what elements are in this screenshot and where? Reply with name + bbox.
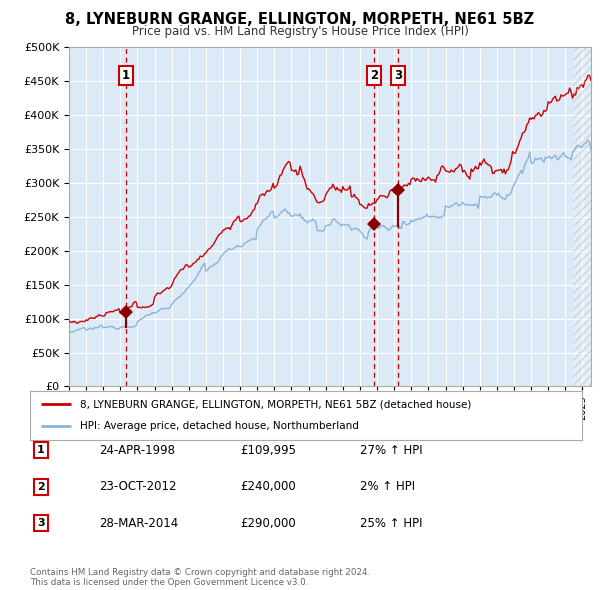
Text: 2: 2 <box>37 482 44 491</box>
Text: HPI: Average price, detached house, Northumberland: HPI: Average price, detached house, Nort… <box>80 421 359 431</box>
Bar <box>572 47 591 386</box>
Text: 24-APR-1998: 24-APR-1998 <box>99 444 175 457</box>
Text: Price paid vs. HM Land Registry's House Price Index (HPI): Price paid vs. HM Land Registry's House … <box>131 25 469 38</box>
Text: 2: 2 <box>370 69 378 82</box>
Text: 2% ↑ HPI: 2% ↑ HPI <box>360 480 415 493</box>
Text: 3: 3 <box>394 69 403 82</box>
Text: 8, LYNEBURN GRANGE, ELLINGTON, MORPETH, NE61 5BZ (detached house): 8, LYNEBURN GRANGE, ELLINGTON, MORPETH, … <box>80 399 471 409</box>
Text: 1: 1 <box>37 445 44 455</box>
Text: 28-MAR-2014: 28-MAR-2014 <box>99 517 178 530</box>
Text: 25% ↑ HPI: 25% ↑ HPI <box>360 517 422 530</box>
Text: 3: 3 <box>37 519 44 528</box>
Bar <box>572 47 591 386</box>
Text: £240,000: £240,000 <box>240 480 296 493</box>
Text: £290,000: £290,000 <box>240 517 296 530</box>
Text: 23-OCT-2012: 23-OCT-2012 <box>99 480 176 493</box>
Text: £109,995: £109,995 <box>240 444 296 457</box>
Text: 27% ↑ HPI: 27% ↑ HPI <box>360 444 422 457</box>
Text: 1: 1 <box>122 69 130 82</box>
Text: Contains HM Land Registry data © Crown copyright and database right 2024.
This d: Contains HM Land Registry data © Crown c… <box>30 568 370 587</box>
Text: 8, LYNEBURN GRANGE, ELLINGTON, MORPETH, NE61 5BZ: 8, LYNEBURN GRANGE, ELLINGTON, MORPETH, … <box>65 12 535 27</box>
